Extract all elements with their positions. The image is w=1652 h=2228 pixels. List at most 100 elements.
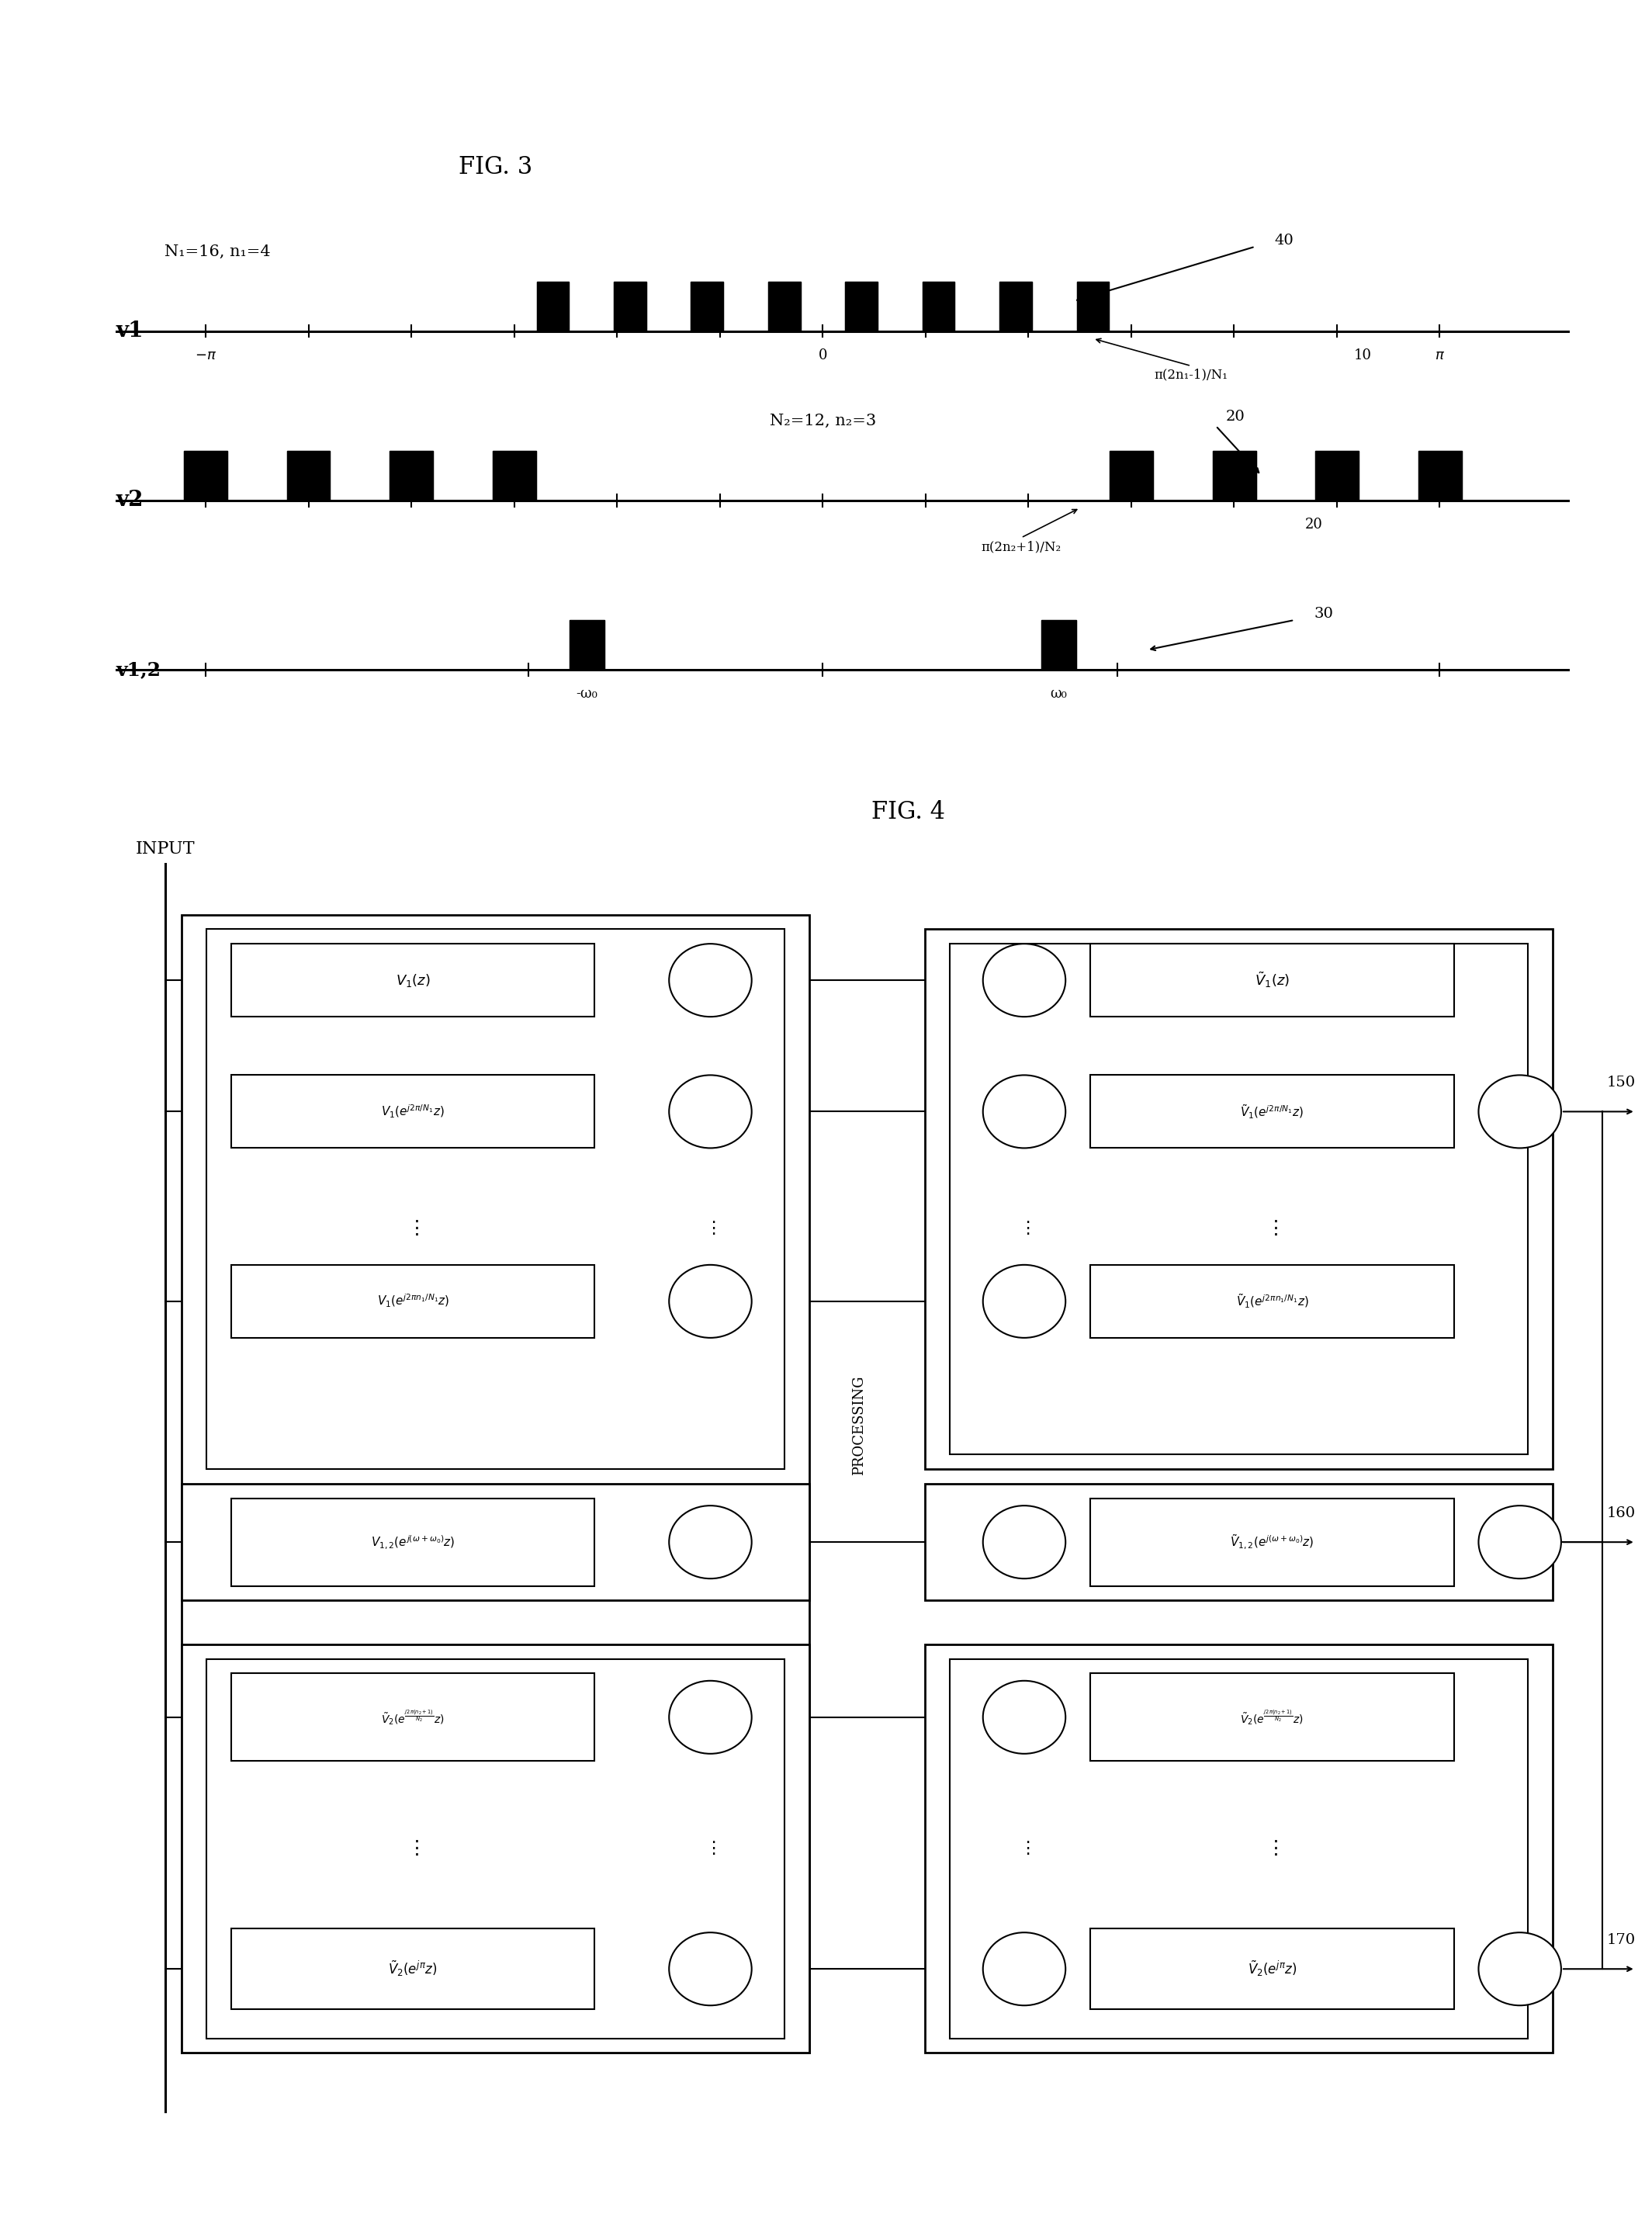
Text: $\tilde{V}_1(z)$: $\tilde{V}_1(z)$ xyxy=(1254,971,1290,989)
Bar xyxy=(925,929,1553,1468)
Text: 170: 170 xyxy=(1607,1934,1635,1947)
Text: $\uparrow\!K_1$: $\uparrow\!K_1$ xyxy=(1013,1294,1036,1308)
Text: $\vdots$: $\vdots$ xyxy=(406,1219,420,1237)
Text: $\tilde{V}_1(e^{j2\pi/N_1}z)$: $\tilde{V}_1(e^{j2\pi/N_1}z)$ xyxy=(1241,1103,1303,1121)
Circle shape xyxy=(669,1932,752,2005)
Text: v2: v2 xyxy=(116,490,144,510)
Circle shape xyxy=(669,945,752,1016)
Text: $\tilde{V}_{1,2}(e^{j(\omega+\omega_0)}z)$: $\tilde{V}_{1,2}(e^{j(\omega+\omega_0)}z… xyxy=(1231,1533,1313,1551)
Text: FIG. 4: FIG. 4 xyxy=(872,800,945,824)
Text: $\uparrow\!K_1$: $\uparrow\!K_1$ xyxy=(1013,974,1036,987)
Polygon shape xyxy=(753,281,816,332)
Polygon shape xyxy=(829,281,894,332)
Polygon shape xyxy=(550,619,624,671)
Text: $\downarrow\!K_1$: $\downarrow\!K_1$ xyxy=(699,974,722,987)
Bar xyxy=(1090,1497,1454,1586)
Text: +: + xyxy=(1512,1103,1528,1121)
Polygon shape xyxy=(1089,450,1173,501)
Polygon shape xyxy=(907,281,970,332)
Circle shape xyxy=(1479,1076,1561,1147)
Bar xyxy=(231,1076,595,1147)
Polygon shape xyxy=(1398,450,1482,501)
Bar xyxy=(182,1484,809,1600)
Polygon shape xyxy=(1193,450,1277,501)
Text: 30: 30 xyxy=(1313,606,1333,622)
Text: $\vdots$: $\vdots$ xyxy=(705,1219,715,1237)
Polygon shape xyxy=(1061,281,1125,332)
Circle shape xyxy=(983,1506,1066,1580)
Text: +: + xyxy=(1512,1961,1528,1978)
Polygon shape xyxy=(472,450,557,501)
Text: $\tilde{V}_2(e^{j\pi}z)$: $\tilde{V}_2(e^{j\pi}z)$ xyxy=(388,1961,438,1978)
Polygon shape xyxy=(676,281,738,332)
Bar xyxy=(1090,1266,1454,1337)
Bar xyxy=(1090,1929,1454,2010)
Bar xyxy=(950,945,1528,1455)
Text: $-\pi$: $-\pi$ xyxy=(195,348,216,363)
Text: $\downarrow\!K_2$: $\downarrow\!K_2$ xyxy=(699,1711,722,1724)
Text: $V_1(z)$: $V_1(z)$ xyxy=(395,971,431,989)
Text: $\vdots$: $\vdots$ xyxy=(406,1840,420,1858)
Circle shape xyxy=(669,1680,752,1753)
Text: $\vdots$: $\vdots$ xyxy=(1265,1219,1279,1237)
Polygon shape xyxy=(1295,450,1379,501)
Text: 40: 40 xyxy=(1275,234,1294,247)
Circle shape xyxy=(669,1266,752,1337)
Text: $\downarrow\!K_2$: $\downarrow\!K_2$ xyxy=(699,1535,722,1548)
Text: $\uparrow\!K_2$: $\uparrow\!K_2$ xyxy=(1013,1535,1036,1548)
Bar xyxy=(1090,1673,1454,1760)
Text: 20: 20 xyxy=(1226,410,1246,423)
Circle shape xyxy=(983,1076,1066,1147)
Polygon shape xyxy=(1021,619,1095,671)
Text: π(2n₂+1)/N₂: π(2n₂+1)/N₂ xyxy=(981,539,1061,553)
Text: $\downarrow\!K_2$: $\downarrow\!K_2$ xyxy=(699,1963,722,1976)
Text: 0: 0 xyxy=(818,348,828,363)
Circle shape xyxy=(983,1266,1066,1337)
Circle shape xyxy=(1479,1932,1561,2005)
Text: $\tilde{V}_1(e^{j2\pi n_1/N_1}z)$: $\tilde{V}_1(e^{j2\pi n_1/N_1}z)$ xyxy=(1236,1292,1308,1310)
Bar xyxy=(925,1484,1553,1600)
Bar xyxy=(925,1644,1553,2052)
Text: $\tilde{V}_2(e^{j\pi}z)$: $\tilde{V}_2(e^{j\pi}z)$ xyxy=(1247,1961,1297,1978)
Text: $\uparrow\!K_2$: $\uparrow\!K_2$ xyxy=(1013,1963,1036,1976)
Bar xyxy=(950,1660,1528,2039)
Text: $\vdots$: $\vdots$ xyxy=(1265,1840,1279,1858)
Text: ω₀: ω₀ xyxy=(1051,686,1067,702)
Polygon shape xyxy=(522,281,585,332)
Text: FIG. 3: FIG. 3 xyxy=(459,156,532,178)
Text: $\downarrow\!K_1$: $\downarrow\!K_1$ xyxy=(699,1294,722,1308)
Text: $\vdots$: $\vdots$ xyxy=(1019,1840,1029,1858)
Polygon shape xyxy=(370,450,454,501)
Bar xyxy=(231,1266,595,1337)
Circle shape xyxy=(669,1076,752,1147)
Text: +: + xyxy=(1512,1533,1528,1551)
Bar xyxy=(231,1929,595,2010)
Polygon shape xyxy=(164,450,248,501)
Circle shape xyxy=(983,945,1066,1016)
Text: $\tilde{V}_2(e^{\frac{j2\pi(n_2+1)}{N_2}}z)$: $\tilde{V}_2(e^{\frac{j2\pi(n_2+1)}{N_2}… xyxy=(1241,1709,1303,1727)
Text: N₁=16, n₁=4: N₁=16, n₁=4 xyxy=(165,245,271,258)
Text: 10: 10 xyxy=(1355,348,1373,363)
Bar xyxy=(1090,945,1454,1016)
Text: 150: 150 xyxy=(1607,1076,1635,1089)
Circle shape xyxy=(1479,1506,1561,1580)
Text: -ω₀: -ω₀ xyxy=(577,686,598,702)
Circle shape xyxy=(983,1932,1066,2005)
Bar xyxy=(182,1644,809,2052)
Text: $\vdots$: $\vdots$ xyxy=(705,1840,715,1858)
Text: INPUT: INPUT xyxy=(135,840,195,858)
Text: PROCESSING: PROCESSING xyxy=(852,1375,866,1475)
Text: $\uparrow\!K_2$: $\uparrow\!K_2$ xyxy=(1013,1711,1036,1724)
Circle shape xyxy=(669,1506,752,1580)
Bar xyxy=(231,1673,595,1760)
Text: $V_{1,2}(e^{j(\omega+\omega_0)}z)$: $V_{1,2}(e^{j(\omega+\omega_0)}z)$ xyxy=(372,1533,454,1551)
Text: $V_1(e^{j2\pi n_1/N_1}z)$: $V_1(e^{j2\pi n_1/N_1}z)$ xyxy=(377,1292,449,1310)
Text: $\tilde{V}_2(e^{\frac{j2\pi(n_2+1)}{N_2}}z)$: $\tilde{V}_2(e^{\frac{j2\pi(n_2+1)}{N_2}… xyxy=(382,1709,444,1727)
Text: 20: 20 xyxy=(1305,517,1323,532)
Text: $\pi$: $\pi$ xyxy=(1434,348,1446,363)
Text: $V_1(e^{j2\pi/N_1}z)$: $V_1(e^{j2\pi/N_1}z)$ xyxy=(382,1103,444,1121)
Bar xyxy=(206,1660,785,2039)
Circle shape xyxy=(983,1680,1066,1753)
Text: v1: v1 xyxy=(116,321,144,341)
Bar xyxy=(206,929,785,1468)
